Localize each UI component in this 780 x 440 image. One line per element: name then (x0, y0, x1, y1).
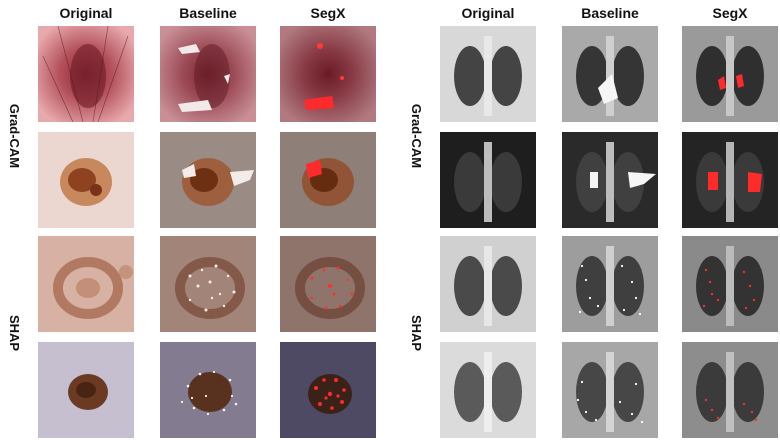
xray-baseline-r3 (562, 236, 658, 332)
xray-original-r2 (440, 132, 536, 228)
xray-segx-r1 (682, 26, 778, 122)
xray-segx-r4 (682, 342, 778, 438)
skin-original-r4 (38, 342, 134, 438)
skin-baseline-r3 (160, 236, 256, 332)
chest-xray-panel: Original Baseline SegX Grad-CAM SHAP (396, 0, 780, 440)
skin-original-r1 (38, 26, 134, 122)
xray-baseline-r2 (562, 132, 658, 228)
column-header-original: Original (461, 5, 515, 21)
skin-baseline-r4 (160, 342, 256, 438)
skin-segx-r2 (280, 132, 376, 228)
row-label-gradcam: Grad-CAM (409, 103, 424, 169)
skin-lesion-panel: Original Baseline SegX Grad-CAM SHAP (0, 0, 386, 440)
row-label-shap: SHAP (409, 314, 424, 352)
xray-baseline-r1 (562, 26, 658, 122)
skin-baseline-r1 (160, 26, 256, 122)
column-header-segx: SegX (712, 5, 748, 21)
column-header-segx: SegX (310, 5, 346, 21)
skin-original-r3 (38, 236, 134, 332)
xray-segx-r3 (682, 236, 778, 332)
column-header-baseline: Baseline (179, 5, 237, 21)
xray-segx-r2 (682, 132, 778, 228)
skin-segx-r1 (280, 26, 376, 122)
xray-original-r3 (440, 236, 536, 332)
skin-segx-r4 (280, 342, 376, 438)
skin-segx-r3 (280, 236, 376, 332)
row-label-gradcam: Grad-CAM (7, 103, 22, 169)
skin-baseline-r2 (160, 132, 256, 228)
xray-baseline-r4 (562, 342, 658, 438)
xray-original-r4 (440, 342, 536, 438)
column-header-baseline: Baseline (581, 5, 639, 21)
row-label-shap: SHAP (7, 314, 22, 352)
column-header-original: Original (59, 5, 113, 21)
skin-original-r2 (38, 132, 134, 228)
xray-original-r1 (440, 26, 536, 122)
